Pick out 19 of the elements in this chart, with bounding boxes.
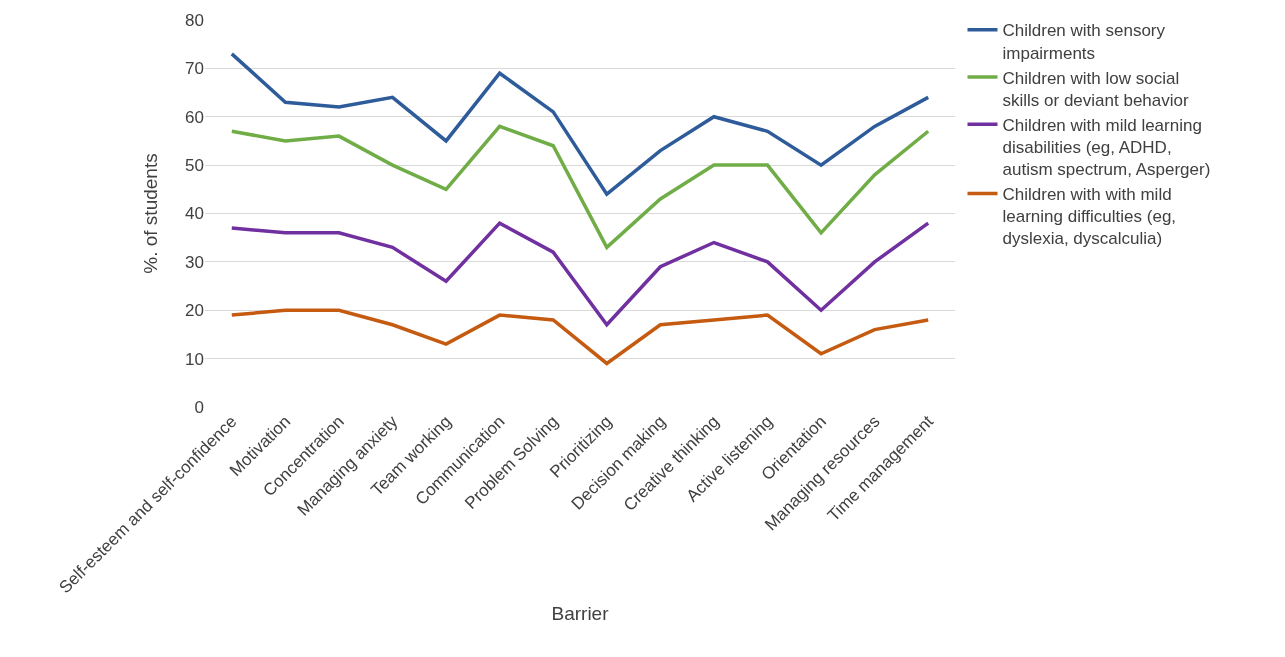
y-tick-label: 70 (185, 59, 204, 79)
y-tick-label: 60 (185, 107, 204, 127)
y-axis-title: %. of students (140, 153, 161, 274)
legend-label: Children with sensory impairments (1002, 21, 1166, 63)
line-series (230, 124, 930, 250)
y-tick-label: 20 (185, 301, 204, 321)
legend-label: Children with with mild learning difficulties (eg, dyslexia, dyscalculia) (1002, 185, 1177, 249)
line-series (230, 308, 930, 366)
y-tick-label: 30 (185, 252, 204, 272)
x-axis-title: Barrier (551, 602, 610, 624)
y-tick-label: 80 (185, 10, 204, 30)
legend-label: Children with mild learning disabilities (eg, ADHD, autism spectrum, Asperger) (1002, 115, 1211, 180)
line-series (230, 221, 930, 327)
y-tick-label: 10 (185, 349, 204, 369)
legend-label: Children with low social skills or deviant behavior (1002, 68, 1189, 110)
line-series (230, 52, 930, 196)
y-tick-label: 0 (194, 397, 204, 417)
y-tick-label: 40 (185, 204, 204, 224)
y-tick-label: 50 (185, 156, 204, 176)
